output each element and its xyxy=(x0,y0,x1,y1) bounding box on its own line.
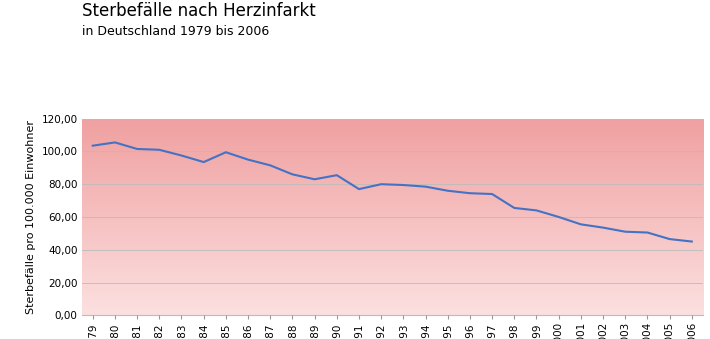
Text: Sterbefälle nach Herzinfarkt: Sterbefälle nach Herzinfarkt xyxy=(82,2,315,20)
Y-axis label: Sterbefälle pro 100.000 Einwohner: Sterbefälle pro 100.000 Einwohner xyxy=(26,120,36,314)
Text: in Deutschland 1979 bis 2006: in Deutschland 1979 bis 2006 xyxy=(82,25,269,38)
